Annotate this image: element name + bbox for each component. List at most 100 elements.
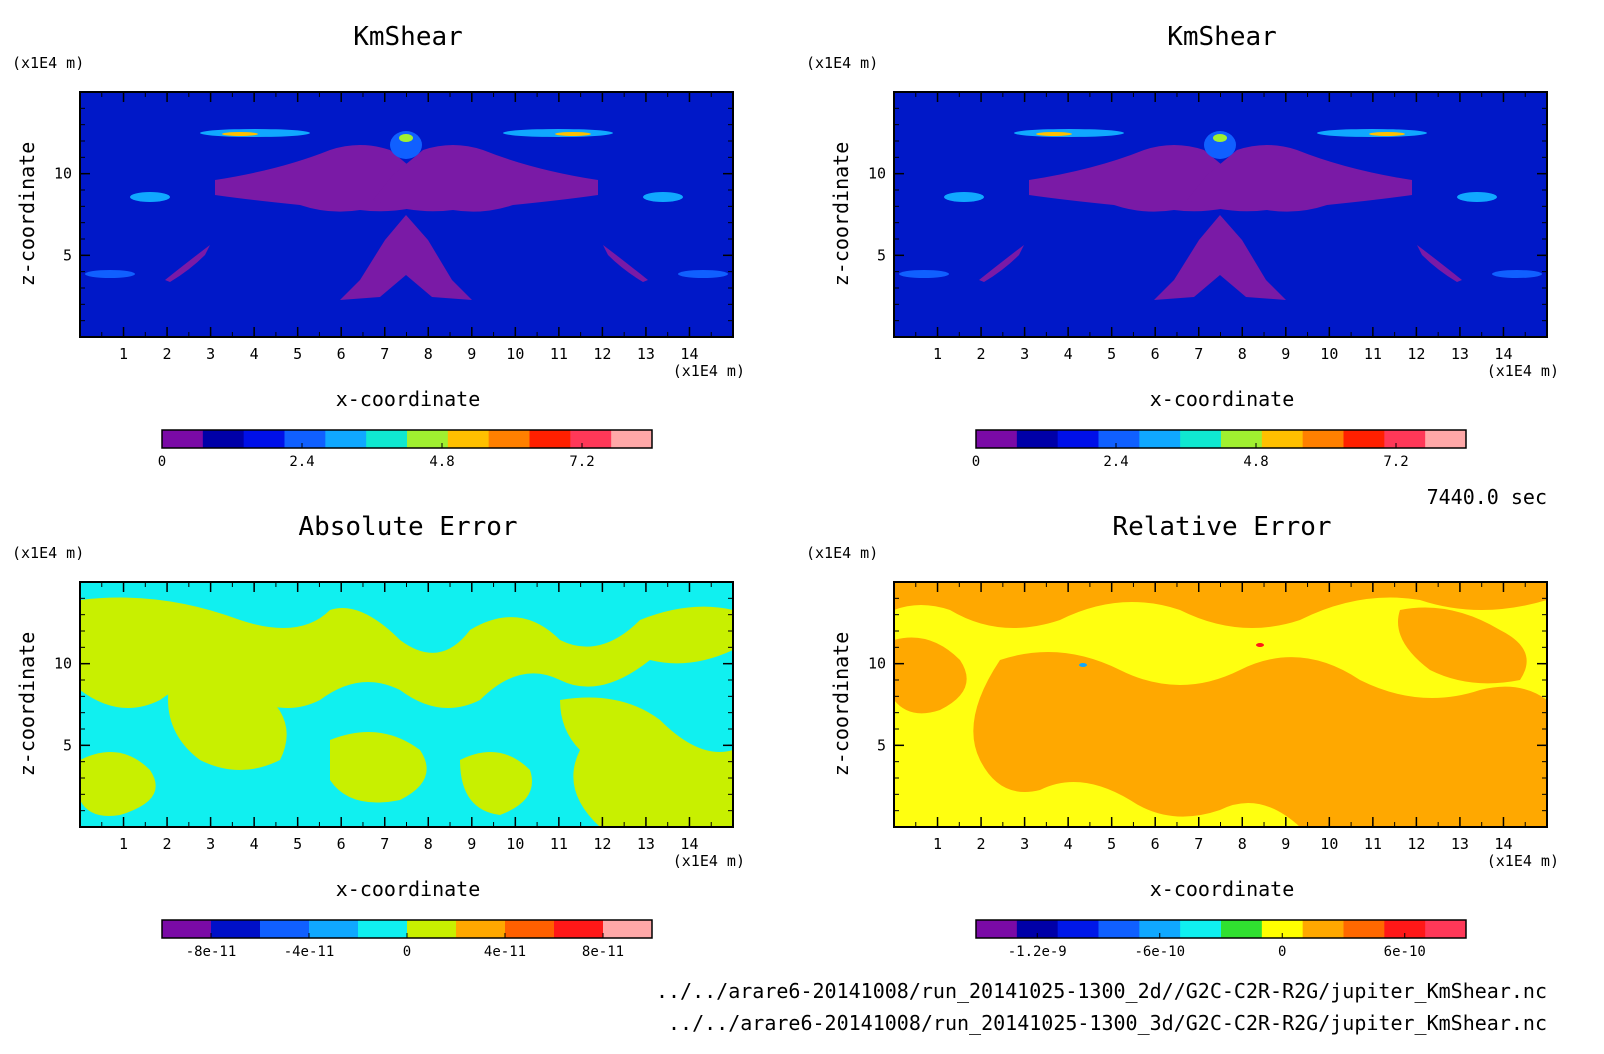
colorbar-tick-label: 6e-10 (1384, 944, 1426, 960)
x-unit-label: (x1E4 m) (673, 852, 745, 870)
colorbar-tick-label: 0 (972, 454, 980, 470)
colorbar-frame (975, 429, 1467, 449)
x-tick-label: 2 (163, 345, 172, 363)
colorbar: 0 2.4 4.8 7.2 (158, 429, 653, 470)
colorbar-swatch (1425, 920, 1467, 938)
y-unit-label: (x1E4 m) (806, 54, 878, 72)
colorbar-swatch (611, 430, 653, 448)
x-tick-label: 6 (1151, 835, 1160, 853)
colorbar-swatch (603, 920, 653, 938)
x-tick-label: 10 (1320, 835, 1338, 853)
colorbar-swatch (1302, 430, 1344, 448)
x-tick-label: 12 (1407, 835, 1425, 853)
x-tick-label: 14 (1494, 835, 1512, 853)
colorbar-tick-label: 7.2 (569, 454, 594, 470)
colorbar-swatch (1057, 920, 1099, 938)
field-background (80, 92, 733, 337)
panel-title: Relative Error (1112, 512, 1331, 542)
x-tick-label: 9 (467, 345, 476, 363)
y-tick-label: 5 (63, 736, 72, 754)
colorbar-swatch (407, 920, 457, 938)
panel-title: Absolute Error (298, 512, 517, 542)
colorbar-swatch (1343, 920, 1385, 938)
colorbar-swatch (1098, 430, 1140, 448)
colorbar-tick-label: 0 (158, 454, 166, 470)
colorbar-swatch (1139, 920, 1181, 938)
colorbar-swatch (1384, 920, 1426, 938)
colorbar-swatch (260, 920, 310, 938)
x-tick-label: 1 (119, 835, 128, 853)
field-secondary-region (894, 582, 1547, 827)
colorbar-frame (161, 429, 653, 449)
colorbar-swatch (407, 430, 449, 448)
colorbar-swatch (570, 430, 612, 448)
colorbar: 0 2.4 4.8 7.2 (972, 429, 1467, 470)
field-secondary-region (80, 597, 733, 827)
x-tick-label: 12 (593, 835, 611, 853)
x-tick-label: 8 (424, 835, 433, 853)
x-tick-label: 2 (163, 835, 172, 853)
x-tick-label: 7 (1194, 345, 1203, 363)
colorbar-frame (975, 919, 1467, 939)
x-tick-label: 12 (1407, 345, 1425, 363)
colorbar-swatch (1057, 430, 1099, 448)
x-unit-label: (x1E4 m) (1487, 362, 1559, 380)
colorbar-swatch (1016, 430, 1059, 448)
colorbar-swatch (1180, 920, 1222, 938)
colorbar-tick-label: 4.8 (429, 454, 454, 470)
x-tick-label: 8 (1238, 345, 1247, 363)
colorbar-swatch (529, 430, 571, 448)
file-path-2d: ../../arare6-20141008/run_20141025-1300_… (656, 979, 1547, 1003)
x-tick-label: 8 (1238, 835, 1247, 853)
x-tick-label: 3 (206, 835, 215, 853)
x-tick-label: 3 (206, 345, 215, 363)
y-axis-label: z-coordinate (829, 632, 853, 777)
colorbar-swatch (1343, 430, 1385, 448)
x-tick-label: 2 (977, 835, 986, 853)
x-tick-label: 4 (250, 835, 259, 853)
colorbar-swatch (366, 430, 408, 448)
x-tick-label: 6 (1151, 345, 1160, 363)
colorbar-tick-label: 2.4 (1103, 454, 1128, 470)
colorbar-swatch (488, 430, 530, 448)
colorbar-tick-label: 8e-11 (582, 944, 624, 960)
x-axis-label: x-coordinate (1150, 387, 1295, 411)
x-tick-label: 13 (1451, 835, 1469, 853)
x-tick-label: 1 (119, 345, 128, 363)
x-axis-label: x-coordinate (336, 387, 481, 411)
y-tick-label: 5 (63, 246, 72, 264)
colorbar-swatch (284, 430, 326, 448)
x-tick-label: 7 (380, 835, 389, 853)
y-tick-label: 10 (868, 165, 886, 183)
colorbar-swatch (976, 430, 1018, 448)
y-unit-label: (x1E4 m) (12, 54, 84, 72)
panel-relative-error: Relative Error (x1E4 m) 1 2 3 4 5 6 7 8 9 10 11 12 1… (806, 512, 1559, 960)
x-tick-label: 7 (380, 345, 389, 363)
x-tick-label: 4 (1064, 835, 1073, 853)
x-tick-label: 13 (1451, 345, 1469, 363)
file-path-3d: ../../arare6-20141008/run_20141025-1300_… (668, 1011, 1547, 1035)
x-tick-label: 14 (1494, 345, 1512, 363)
x-tick-label: 12 (593, 345, 611, 363)
x-tick-label: 1 (933, 835, 942, 853)
x-tick-label: 14 (680, 345, 698, 363)
field-background (894, 92, 1547, 337)
x-tick-label: 9 (467, 835, 476, 853)
x-tick-label: 9 (1281, 835, 1290, 853)
colorbar-swatch (325, 430, 367, 448)
x-tick-label: 5 (293, 345, 302, 363)
x-tick-label: 11 (1364, 345, 1382, 363)
y-tick-label: 5 (877, 246, 886, 264)
colorbar-swatch (1261, 430, 1304, 448)
field-highlight (1079, 663, 1087, 667)
colorbar-swatch (1016, 920, 1059, 938)
y-tick-label: 10 (54, 655, 72, 673)
colorbar-swatch (554, 920, 604, 938)
y-unit-label: (x1E4 m) (806, 544, 878, 562)
y-tick-label: 10 (54, 165, 72, 183)
colorbar-swatch (1302, 920, 1344, 938)
x-tick-label: 3 (1020, 345, 1029, 363)
